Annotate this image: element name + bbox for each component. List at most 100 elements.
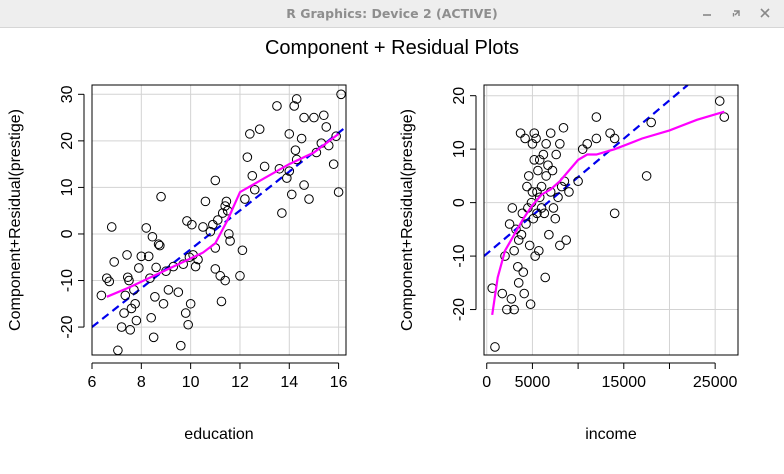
data-point — [509, 245, 519, 256]
data-point — [175, 340, 186, 351]
x-tick-label: 6 — [88, 374, 97, 391]
data-point — [116, 322, 127, 332]
y-tick-label: 10 — [451, 140, 468, 158]
plot-content — [484, 85, 730, 352]
data-point — [502, 304, 512, 315]
data-point — [539, 208, 550, 219]
data-point — [109, 257, 119, 267]
y-tick-label: -10 — [59, 269, 76, 292]
window-titlebar[interactable]: R Graphics: Device 2 (ACTIVE) — [0, 0, 784, 28]
data-point — [336, 89, 346, 100]
data-point — [321, 122, 332, 132]
regression-line — [92, 126, 346, 328]
x-tick-label: 14 — [280, 374, 298, 391]
data-point — [130, 298, 140, 309]
data-point — [646, 117, 657, 128]
data-point — [536, 181, 547, 192]
plot-frame — [91, 84, 347, 356]
data-point — [319, 110, 329, 121]
data-point — [719, 112, 730, 122]
data-point — [183, 319, 193, 330]
data-point — [221, 196, 232, 207]
data-point — [525, 299, 536, 310]
data-point — [96, 290, 107, 301]
data-point — [168, 261, 179, 272]
data-point — [543, 160, 553, 170]
y-axis-label: Component+Residual(prestige) — [7, 109, 24, 331]
data-point — [506, 294, 517, 304]
close-button[interactable] — [755, 3, 775, 23]
data-point — [609, 133, 620, 144]
data-point — [516, 229, 527, 240]
data-point — [182, 216, 192, 226]
data-point — [513, 235, 524, 245]
data-point — [242, 152, 253, 162]
x-tick-label: 8 — [137, 374, 146, 391]
data-point — [553, 192, 563, 203]
data-point — [147, 231, 158, 242]
data-point — [309, 112, 319, 123]
y-tick-label: 30 — [59, 85, 76, 103]
data-point — [605, 128, 615, 138]
data-point — [122, 250, 132, 260]
y-axis-label: Component+Residual(prestige) — [399, 109, 416, 331]
close-icon — [760, 8, 770, 18]
y-tick-label: 10 — [59, 178, 76, 196]
data-point — [518, 267, 529, 277]
minimize-button[interactable] — [697, 3, 717, 23]
data-point — [286, 189, 297, 200]
data-point — [198, 222, 208, 232]
data-point — [515, 128, 526, 138]
data-point — [187, 219, 197, 230]
restore-button[interactable] — [727, 3, 747, 23]
data-point — [555, 139, 565, 149]
y-tick-label: 0 — [451, 198, 468, 207]
x-axis-label: education — [184, 426, 253, 443]
x-tick-label: 16 — [330, 374, 348, 391]
data-point — [529, 155, 540, 165]
data-point — [104, 276, 115, 287]
data-point — [555, 240, 565, 251]
data-point — [528, 213, 539, 224]
data-point — [513, 278, 524, 288]
data-point — [299, 180, 309, 190]
data-point — [259, 161, 270, 172]
data-point — [141, 223, 152, 233]
x-tick-label: 15000 — [602, 374, 647, 391]
data-point — [540, 272, 551, 283]
data-point — [150, 292, 160, 302]
data-point — [504, 219, 515, 229]
data-point — [148, 332, 159, 343]
data-point — [290, 145, 301, 155]
regression-line — [484, 85, 689, 257]
data-point — [200, 196, 211, 207]
data-point — [591, 112, 602, 122]
data-point — [254, 124, 265, 135]
data-point — [284, 166, 295, 176]
data-point — [101, 273, 112, 283]
data-point — [591, 133, 602, 144]
data-point — [291, 94, 302, 104]
plot-device-canvas: Component + Residual Plots 6 8 10 12 14 16 edu… — [0, 28, 784, 470]
x-axis-label: income — [585, 426, 637, 443]
data-point — [714, 96, 725, 106]
plot-frame — [483, 84, 739, 356]
data-point — [609, 208, 620, 219]
data-point — [497, 288, 508, 299]
data-point — [220, 201, 230, 211]
smooth-line — [491, 110, 725, 316]
data-point — [145, 273, 155, 283]
data-point — [272, 101, 282, 111]
y-tick-label: 20 — [451, 87, 468, 105]
data-point — [134, 263, 144, 273]
x-tick-label: 10 — [182, 374, 200, 391]
data-point — [212, 215, 223, 225]
data-point — [143, 251, 154, 262]
window-title: R Graphics: Device 2 (ACTIVE) — [286, 6, 498, 21]
data-point — [224, 229, 234, 239]
data-point — [277, 208, 287, 218]
data-point — [235, 271, 245, 281]
data-point — [210, 264, 221, 274]
data-point — [173, 287, 184, 297]
data-point — [216, 296, 227, 307]
